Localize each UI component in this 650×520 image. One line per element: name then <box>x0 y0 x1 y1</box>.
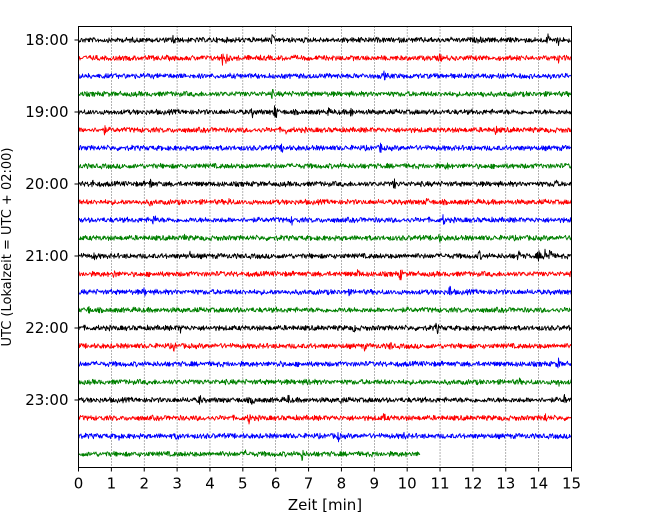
y-axis-ticks: 18:00 19:00 20:00 21:00 22:00 23:00 <box>25 31 79 409</box>
x-axis-label: Zeit [min] <box>288 496 362 514</box>
trace-2300 <box>78 393 572 405</box>
trace-1815 <box>78 53 572 66</box>
y-tick-label-3: 21:00 <box>25 247 68 265</box>
x-tick-label-8: 8 <box>337 475 347 493</box>
trace-2100 <box>78 248 572 262</box>
trace-1845 <box>78 88 572 100</box>
x-tick-label-11: 11 <box>430 475 449 493</box>
seismic-traces <box>78 33 572 462</box>
trace-1945 <box>78 162 572 170</box>
x-tick-label-3: 3 <box>172 475 182 493</box>
trace-2130 <box>78 285 572 297</box>
trace-2245 <box>78 377 572 387</box>
x-tick-label-14: 14 <box>529 475 548 493</box>
y-tick-label-2: 20:00 <box>25 175 68 193</box>
y-tick-label-0: 18:00 <box>25 31 68 49</box>
x-tick-label-10: 10 <box>398 475 417 493</box>
trace-2330 <box>78 431 572 443</box>
x-tick-label-1: 1 <box>107 475 117 493</box>
x-tick-label-7: 7 <box>304 475 314 493</box>
x-tick-label-0: 0 <box>74 475 84 493</box>
x-axis-ticks: 0 1 2 3 4 5 6 7 8 9 10 11 12 13 14 15 <box>74 467 581 493</box>
trace-1915 <box>78 125 572 136</box>
trace-2315 <box>78 413 572 425</box>
x-tick-label-15: 15 <box>562 475 581 493</box>
trace-2015 <box>78 198 572 207</box>
trace-2215 <box>78 341 572 352</box>
x-tick-label-9: 9 <box>370 475 380 493</box>
trace-2345 <box>78 449 421 462</box>
x-tick-label-2: 2 <box>139 475 149 493</box>
trace-2030 <box>78 214 572 226</box>
y-tick-label-5: 23:00 <box>25 391 68 409</box>
trace-1830 <box>78 70 572 81</box>
x-tick-label-5: 5 <box>238 475 248 493</box>
x-tick-label-13: 13 <box>496 475 515 493</box>
trace-2145 <box>78 306 572 314</box>
y-tick-label-1: 19:00 <box>25 103 68 121</box>
trace-1900 <box>78 105 572 119</box>
y-tick-label-4: 22:00 <box>25 319 68 337</box>
trace-2200 <box>78 322 572 335</box>
trace-2230 <box>78 357 572 369</box>
plot-frame <box>78 26 572 468</box>
trace-1800 <box>78 33 572 46</box>
trace-2045 <box>78 233 572 243</box>
trace-2115 <box>78 269 572 281</box>
x-tick-label-6: 6 <box>271 475 281 493</box>
trace-1930 <box>78 142 572 153</box>
x-tick-label-12: 12 <box>463 475 482 493</box>
y-axis-label: UTC (Lokalzeit = UTC + 02:00) <box>0 148 15 347</box>
x-tick-label-4: 4 <box>205 475 215 493</box>
trace-2000 <box>78 178 572 189</box>
